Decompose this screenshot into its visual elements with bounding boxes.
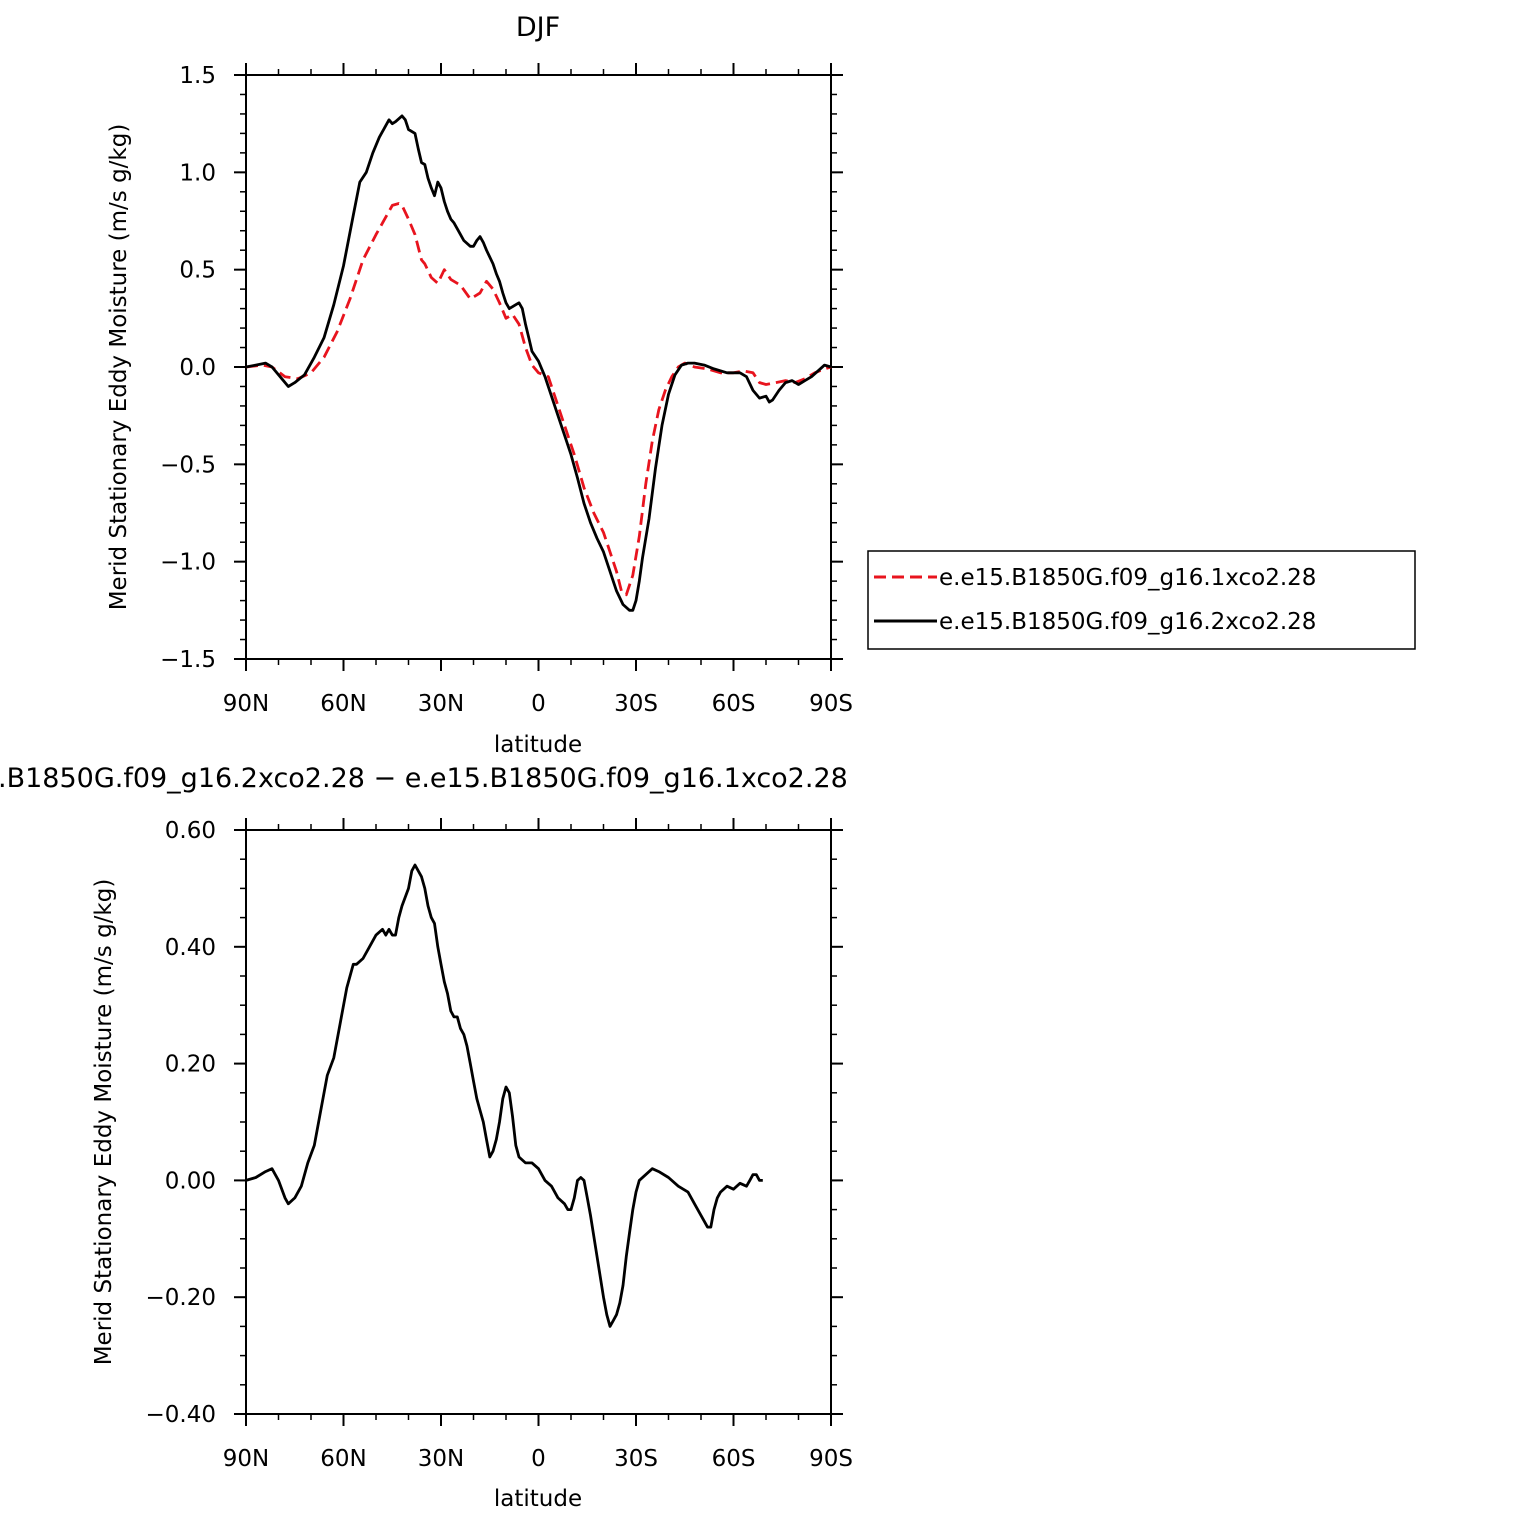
top-x-tick-label: 90N [223, 691, 269, 717]
bottom-x-tick-label: 90N [223, 1446, 269, 1472]
top-series-line-2 [245, 114, 832, 612]
top-y-axis-label: Merid Stationary Eddy Moisture (m/s g/kg… [106, 124, 132, 611]
bottom-series-group [245, 863, 763, 1328]
top-y-tick-label: 0.5 [179, 258, 216, 284]
top-y-tick-label: −0.5 [160, 452, 216, 478]
bottom-x-tick-label: 30S [614, 1446, 658, 1472]
bottom-y-tick-label: −0.20 [146, 1285, 216, 1311]
legend-label-2: e.e15.B1850G.f09_g16.2xco2.28 [939, 609, 1316, 635]
top-x-tick-label: 60N [320, 691, 366, 717]
top-x-tick-label: 60S [712, 691, 756, 717]
top-x-tick-label: 30S [614, 691, 658, 717]
bottom-panel: .B1850G.f09_g16.2xco2.28 − e.e15.B1850G.… [0, 763, 853, 1512]
bottom-x-tick-label: 0 [531, 1446, 546, 1472]
bottom-y-tick-label: 0.00 [165, 1168, 216, 1194]
bottom-y-tick-label: −0.40 [146, 1402, 216, 1428]
bottom-y-tick-label: 0.60 [165, 818, 216, 844]
top-x-tick-label: 0 [531, 691, 546, 717]
bottom-y-axis-label: Merid Stationary Eddy Moisture (m/s g/kg… [91, 879, 117, 1366]
top-x-tick-label: 30N [418, 691, 464, 717]
top-panel: DJF 90N 60N 30N 0 30S 60S 90S −1.5 −1.0 −0.5 0.0 0.… [106, 12, 1416, 758]
bottom-y-tick-label: 0.40 [165, 935, 216, 961]
top-x-axis-label: latitude [494, 732, 582, 758]
bottom-x-tick-label: 30N [418, 1446, 464, 1472]
top-series-group [245, 114, 832, 612]
top-plot-frame [245, 74, 832, 660]
top-series-line-1 [245, 202, 832, 597]
bottom-ticks: 90N 60N 30N 0 30S 60S 90S −0.40 −0.20 0.00 0.20 0.4… [146, 818, 853, 1472]
bottom-series-line-1 [245, 863, 763, 1328]
top-x-tick-label: 90S [809, 691, 853, 717]
legend-box [867, 550, 1416, 650]
bottom-x-tick-label: 90S [809, 1446, 853, 1472]
legend: e.e15.B1850G.f09_g16.1xco2.28 e.e15.B185… [867, 550, 1416, 650]
top-y-tick-label: −1.0 [160, 550, 216, 576]
bottom-x-tick-label: 60N [320, 1446, 366, 1472]
top-y-tick-label: 1.0 [179, 160, 216, 186]
top-ticks: 90N 60N 30N 0 30S 60S 90S −1.5 −1.0 −0.5 0.0 0.5 1.0… [160, 63, 853, 717]
legend-label-1: e.e15.B1850G.f09_g16.1xco2.28 [939, 565, 1316, 591]
bottom-y-tick-label: 0.20 [165, 1052, 216, 1078]
top-y-tick-label: 0.0 [179, 355, 216, 381]
top-y-tick-label: 1.5 [179, 63, 216, 89]
bottom-chart-title: .B1850G.f09_g16.2xco2.28 − e.e15.B1850G.… [0, 763, 848, 794]
top-chart-title: DJF [516, 12, 560, 43]
bottom-x-axis-label: latitude [494, 1486, 582, 1512]
bottom-x-tick-label: 60S [712, 1446, 756, 1472]
top-y-tick-label: −1.5 [160, 647, 216, 673]
bottom-plot-frame [245, 829, 832, 1415]
